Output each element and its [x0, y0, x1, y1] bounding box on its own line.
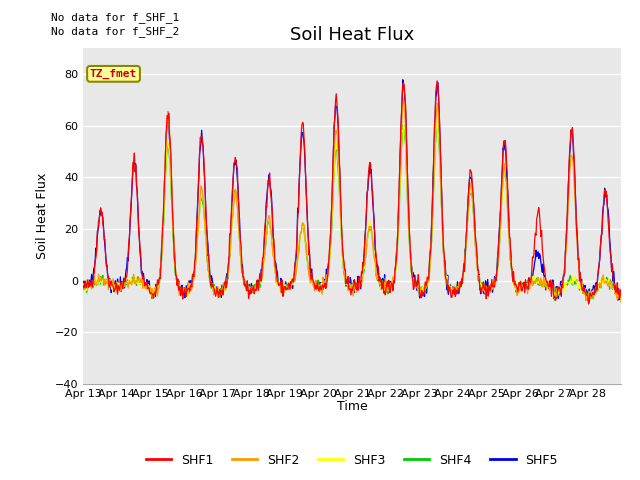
Legend: SHF1, SHF2, SHF3, SHF4, SHF5: SHF1, SHF2, SHF3, SHF4, SHF5: [141, 449, 563, 472]
Text: No data for f_SHF_1: No data for f_SHF_1: [51, 12, 179, 23]
Text: No data for f_SHF_2: No data for f_SHF_2: [51, 26, 179, 37]
Y-axis label: Soil Heat Flux: Soil Heat Flux: [36, 173, 49, 259]
Text: TZ_fmet: TZ_fmet: [90, 69, 137, 79]
Title: Soil Heat Flux: Soil Heat Flux: [290, 25, 414, 44]
X-axis label: Time: Time: [337, 400, 367, 413]
